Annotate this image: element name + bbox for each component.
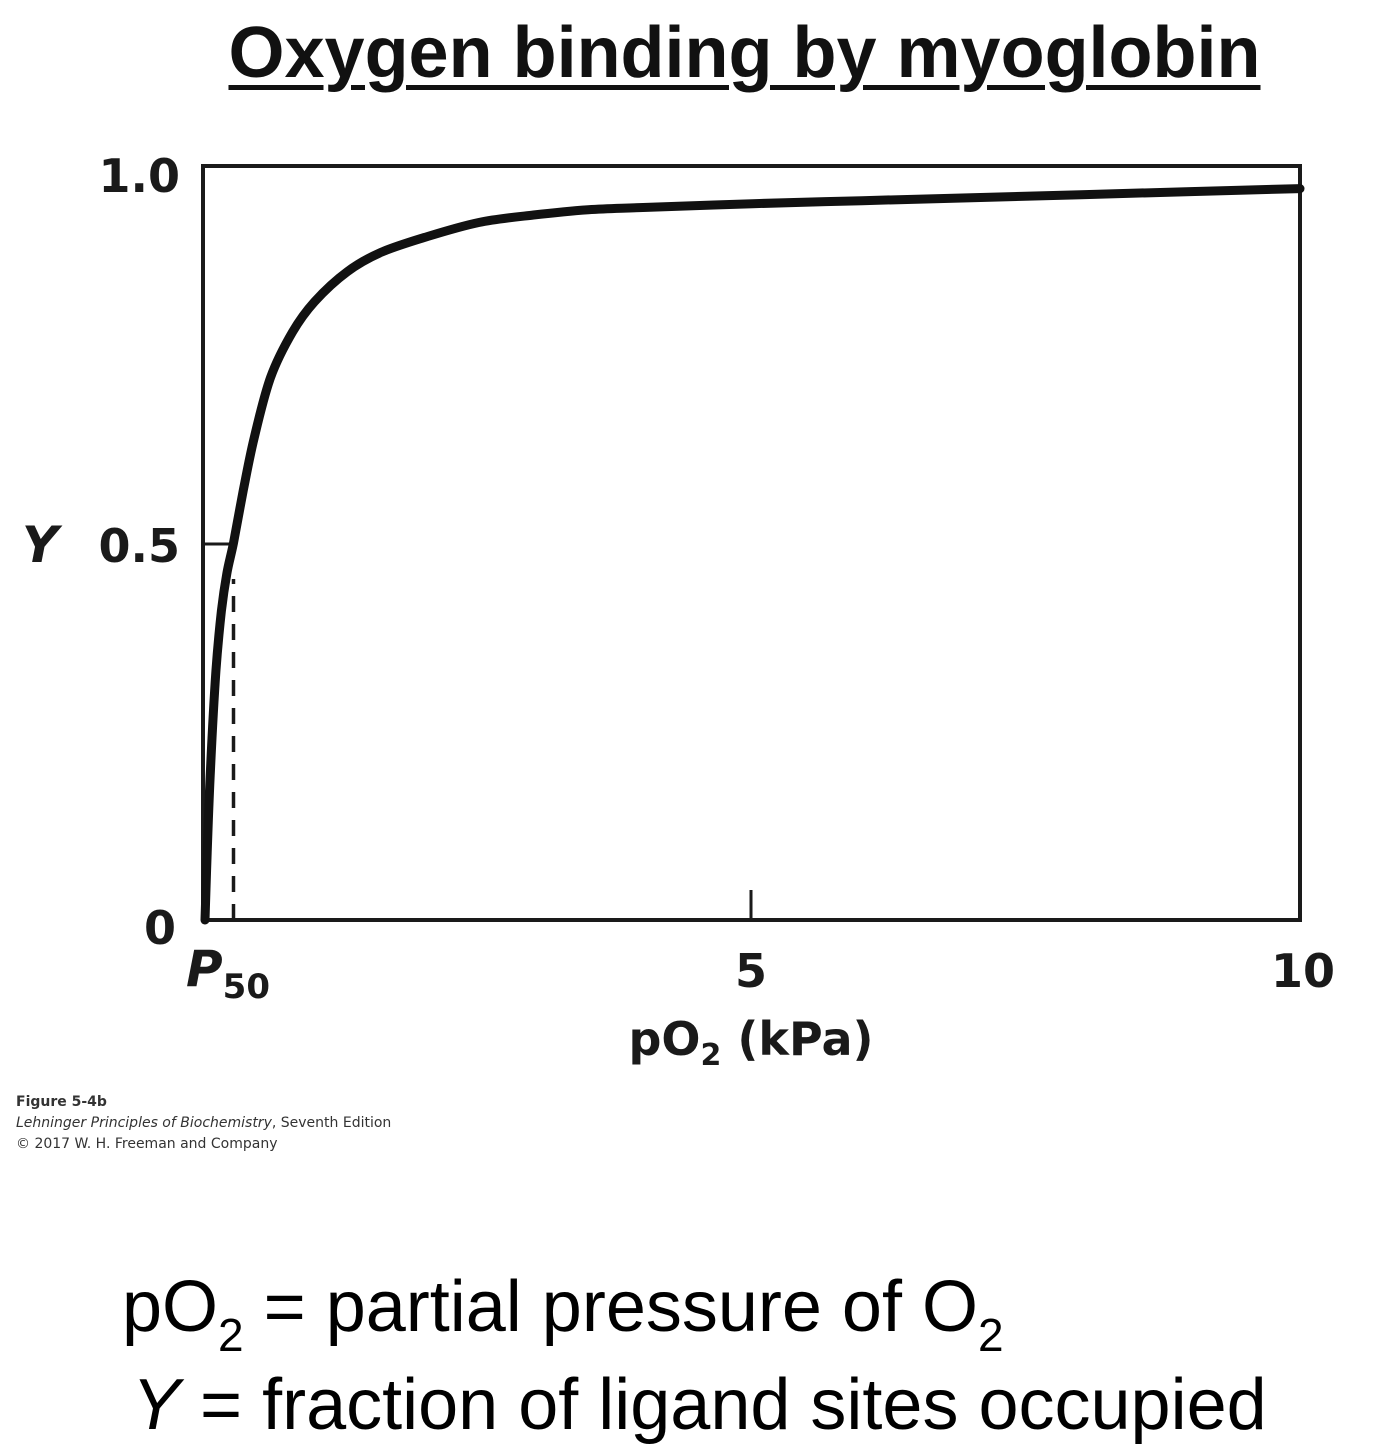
note-po2-symbol: pO xyxy=(122,1267,219,1347)
x-tick-label-10: 10 xyxy=(1271,944,1335,998)
caption-book-title: Lehninger Principles of Biochemistry xyxy=(16,1115,272,1131)
note-y-definition: = fraction of ligand sites occupied xyxy=(180,1365,1267,1445)
y-tick-label-0.5: 0.5 xyxy=(99,519,181,573)
slide-title: Oxygen binding by myoglobin xyxy=(228,13,1261,93)
note-o2-sub: 2 xyxy=(977,1309,1004,1361)
note-y-symbol: Y xyxy=(132,1365,181,1445)
p50-label-main: P xyxy=(186,940,223,998)
note-po2: pO2 = partial pressure of O2 xyxy=(122,1262,1267,1361)
y-tick-label-0: 0 xyxy=(144,901,176,955)
p50-label-sub: 50 xyxy=(223,967,270,1007)
figure-caption: Figure 5-4b Lehninger Principles of Bioc… xyxy=(16,1092,391,1155)
definition-notes: pO2 = partial pressure of O2 Y = fractio… xyxy=(122,1262,1267,1450)
caption-edition: , Seventh Edition xyxy=(271,1115,392,1131)
note-po2-sub: 2 xyxy=(218,1309,244,1361)
x-tick-label-5: 5 xyxy=(735,944,767,998)
p50-label: P50 xyxy=(186,940,270,1007)
binding-curve xyxy=(200,184,1305,925)
plot-frame xyxy=(201,164,1302,922)
x-axis-label-before: pO xyxy=(628,1012,700,1066)
caption-source: Lehninger Principles of Biochemistry, Se… xyxy=(16,1113,391,1134)
x-axis-label: pO2 (kPa) xyxy=(628,1012,873,1073)
x-axis-label-after: (kPa) xyxy=(721,1012,873,1066)
note-po2-definition: = partial pressure of O xyxy=(243,1267,978,1347)
caption-copyright: © 2017 W. H. Freeman and Company xyxy=(16,1136,278,1152)
caption-figure-number: Figure 5-4b xyxy=(16,1094,107,1110)
y-tick-label-1.0: 1.0 xyxy=(99,149,181,203)
note-y: Y = fraction of ligand sites occupied xyxy=(132,1360,1267,1450)
x-axis-label-sub: 2 xyxy=(700,1038,721,1073)
y-axis-symbol: Y xyxy=(22,516,63,574)
